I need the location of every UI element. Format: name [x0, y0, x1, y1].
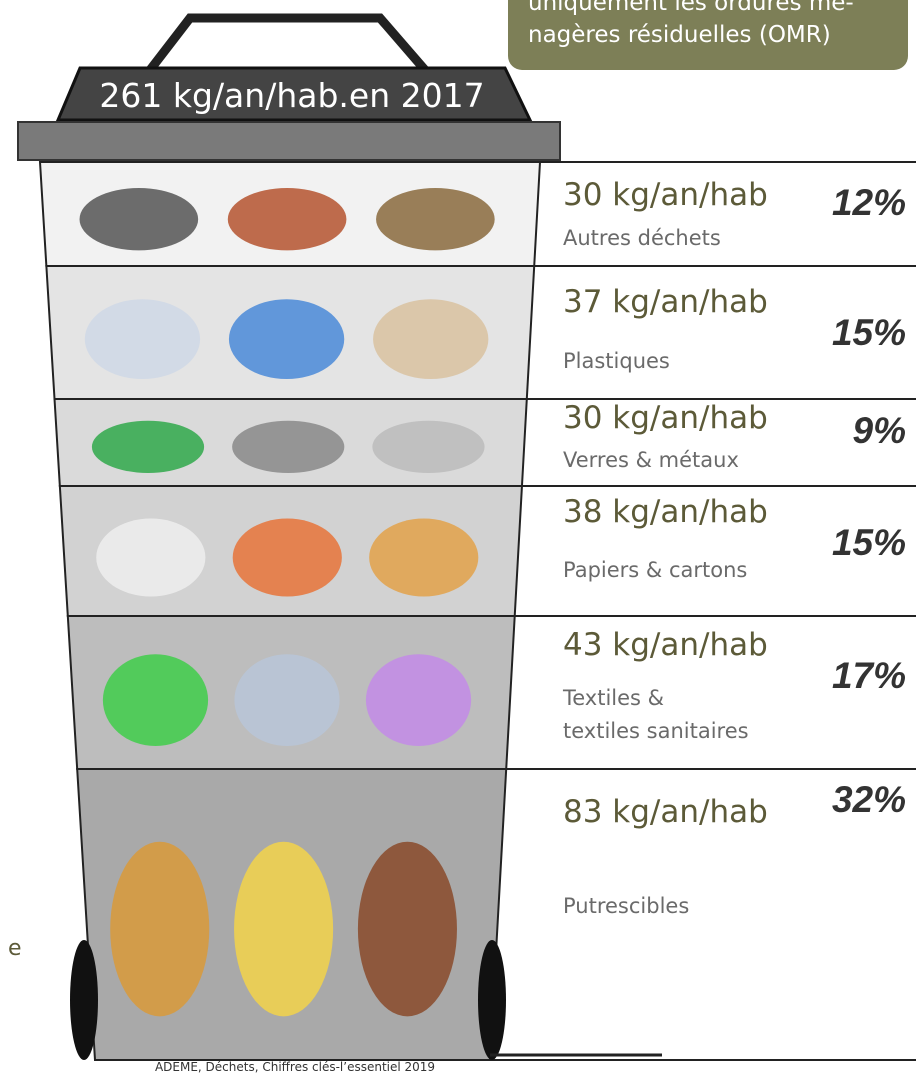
category-label: Verres & métaux — [563, 448, 739, 472]
infographic: uniquement les ordures mé- nagères résid… — [0, 0, 916, 1077]
waste-illustration — [358, 842, 457, 1017]
share: 15% — [832, 312, 906, 353]
category-label: Papiers & cartons — [563, 558, 747, 582]
wheel — [478, 940, 506, 1060]
stray-letter: e — [8, 936, 22, 961]
waste-illustration — [229, 299, 344, 379]
waste-illustration — [92, 421, 204, 473]
share: 32% — [832, 779, 906, 820]
waste-illustration — [103, 654, 208, 746]
waste-illustration — [85, 299, 200, 379]
amount: 43 kg/an/hab — [563, 627, 768, 663]
category-label: Putrescibles — [563, 894, 689, 918]
waste-illustration — [96, 519, 205, 597]
share: 12% — [832, 182, 906, 223]
waste-illustration — [110, 842, 209, 1017]
share: 17% — [832, 655, 906, 696]
waste-illustration — [233, 519, 342, 597]
share: 9% — [853, 410, 906, 451]
amount: 30 kg/an/hab — [563, 400, 768, 436]
waste-illustration — [372, 421, 484, 473]
category-label: textiles sanitaires — [563, 719, 749, 743]
category-label: Plastiques — [563, 349, 670, 373]
waste-illustration — [228, 188, 347, 250]
wheel — [70, 940, 98, 1060]
waste-illustration — [373, 299, 488, 379]
amount: 38 kg/an/hab — [563, 494, 768, 530]
note-line: nagères résiduelles (OMR) — [528, 22, 831, 48]
waste-illustration — [232, 421, 344, 473]
waste-illustration — [80, 188, 199, 250]
waste-illustration — [234, 842, 333, 1017]
waste-illustration — [366, 654, 471, 746]
rows: 30 kg/an/hab Autres déchets 12% 37 kg/an/ha… — [40, 162, 916, 1060]
page: {"header": {"total": "261 kg/an/hab.en 2… — [0, 0, 916, 1077]
amount: 37 kg/an/hab — [563, 284, 768, 320]
bin-handle — [150, 18, 425, 70]
source: ADEME, Déchets, Chiffres clés-l’essentie… — [155, 1060, 435, 1074]
waste-illustration — [376, 188, 495, 250]
amount: 30 kg/an/hab — [563, 177, 768, 213]
note-line: uniquement les ordures mé- — [528, 0, 854, 16]
bin-lid — [18, 122, 560, 160]
share: 15% — [832, 522, 906, 563]
total-label: 261 kg/an/hab.en 2017 — [99, 76, 484, 115]
waste-illustration — [234, 654, 339, 746]
category-label: Textiles & — [562, 686, 664, 710]
waste-illustration — [369, 519, 478, 597]
category-label: Autres déchets — [563, 226, 721, 250]
amount: 83 kg/an/hab — [563, 794, 768, 830]
